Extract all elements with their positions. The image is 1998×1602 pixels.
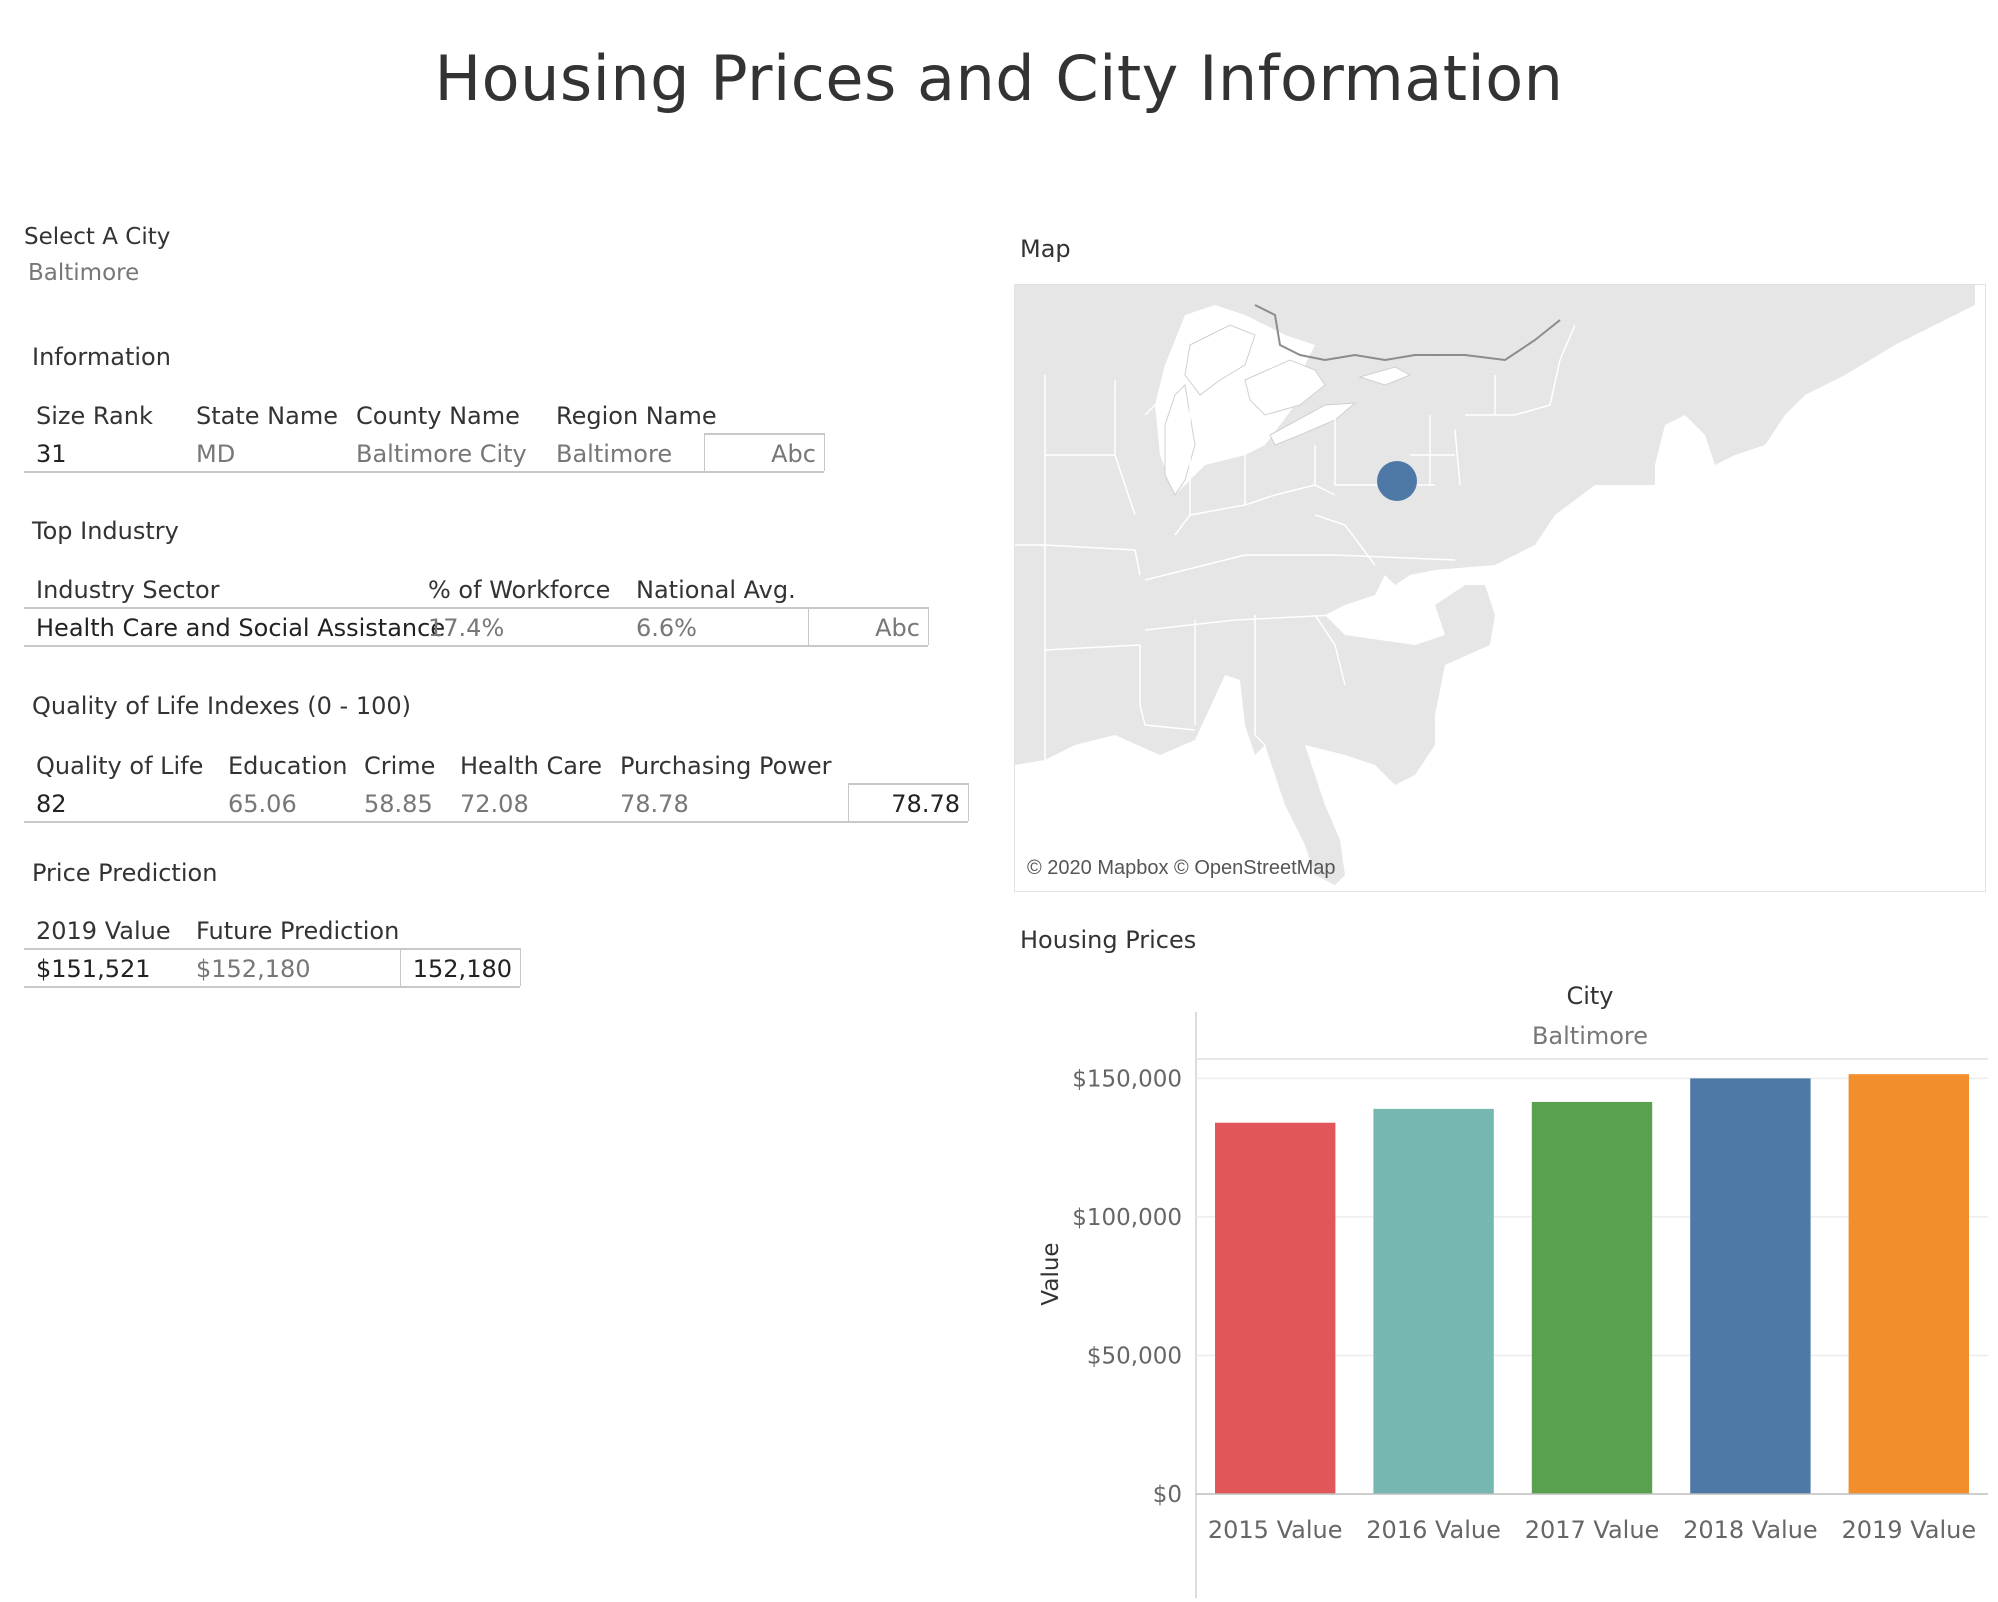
x-tick-label: 2015 Value [1208, 1516, 1343, 1544]
chart-y-ticks: $0 $50,000 $100,000 $150,000 [1072, 1066, 1182, 1508]
map-borders [1015, 324, 1576, 765]
chart-column-header: City [1566, 982, 1613, 1010]
cell-national-avg: 6.6% [636, 614, 697, 642]
information-title: Information [32, 343, 171, 371]
bar-2015-value[interactable] [1215, 1122, 1336, 1494]
page-title: Housing Prices and City Information [434, 42, 1564, 115]
cell-2019-value: $151,521 [36, 955, 151, 983]
chart-bars [1215, 1074, 1969, 1494]
prediction-title: Price Prediction [32, 859, 218, 887]
cell-quality-of-life: 82 [36, 790, 67, 818]
cell-percent-workforce: 17.4% [428, 614, 505, 642]
map-canvas[interactable] [1015, 285, 1985, 891]
map-attribution: © 2020 Mapbox © OpenStreetMap [1027, 857, 1336, 879]
cell-future-prediction: $152,180 [196, 955, 311, 983]
cell-purchasing-power: 78.78 [620, 790, 689, 818]
cell-size-rank: 31 [36, 440, 67, 468]
y-tick-label: $0 [1153, 1482, 1182, 1508]
map-lakes [1164, 324, 1412, 496]
header-2019-value: 2019 Value [36, 917, 171, 945]
x-tick-label: 2016 Value [1366, 1516, 1501, 1544]
header-quality-of-life: Quality of Life [36, 752, 204, 780]
city-filter-value[interactable]: Baltimore [28, 260, 140, 286]
header-national-avg: National Avg. [636, 576, 796, 604]
cell-county-name: Baltimore City [356, 440, 527, 468]
city-marker[interactable] [1377, 461, 1417, 501]
chart-column-value: Baltimore [1532, 1022, 1648, 1050]
header-crime: Crime [364, 752, 436, 780]
cell-state-name: MD [196, 440, 236, 468]
header-region-name: Region Name [556, 402, 717, 430]
map-view[interactable]: © 2020 Mapbox © OpenStreetMap [1014, 284, 1986, 892]
quality-title: Quality of Life Indexes (0 - 100) [32, 692, 411, 720]
x-tick-label: 2018 Value [1683, 1516, 1818, 1544]
cell-health-care: 72.08 [460, 790, 529, 818]
x-tick-label: 2019 Value [1841, 1516, 1976, 1544]
header-health-care: Health Care [460, 752, 603, 780]
bar-2016-value[interactable] [1373, 1108, 1494, 1494]
header-percent-workforce: % of Workforce [428, 576, 611, 604]
chart-y-axis-label: Value [1038, 1242, 1064, 1305]
map-country-border [1254, 304, 1561, 362]
chart-x-ticks: 2015 Value 2016 Value 2017 Value 2018 Value… [1208, 1516, 1976, 1544]
bar-2017-value[interactable] [1531, 1101, 1653, 1494]
header-state-name: State Name [196, 402, 338, 430]
cell-industry-sector: Health Care and Social Assistance [36, 614, 446, 642]
city-filter-label: Select A City [24, 224, 171, 250]
housing-prices-chart: City Baltimore Value $0 $50,000 $100,000 $1… [1000, 960, 1990, 1598]
y-tick-label: $50,000 [1087, 1343, 1182, 1369]
header-future-prediction: Future Prediction [196, 917, 400, 945]
cell-purchasing-power-measure: 78.78 [891, 790, 960, 818]
chart-title: Housing Prices [1020, 926, 1197, 954]
bar-2018-value[interactable] [1690, 1078, 1811, 1494]
header-purchasing-power: Purchasing Power [620, 752, 832, 780]
y-tick-label: $150,000 [1072, 1066, 1182, 1092]
bar-2019-value[interactable] [1848, 1074, 1969, 1494]
y-tick-label: $100,000 [1072, 1205, 1182, 1231]
chart-canvas: City Baltimore Value $0 $50,000 $100,000 $1… [1038, 982, 1988, 1598]
cell-crime: 58.85 [364, 790, 433, 818]
map-land [1015, 285, 1975, 885]
cell-industry-abc-placeholder: Abc [875, 614, 920, 642]
map-title: Map [1020, 235, 1071, 263]
header-education: Education [228, 752, 348, 780]
cell-future-prediction-measure: 152,180 [412, 955, 512, 983]
header-county-name: County Name [356, 402, 520, 430]
x-tick-label: 2017 Value [1525, 1516, 1660, 1544]
header-industry-sector: Industry Sector [36, 576, 220, 604]
header-size-rank: Size Rank [36, 402, 153, 430]
cell-region-name: Baltimore [556, 440, 673, 468]
cell-education: 65.06 [228, 790, 297, 818]
top-industry-title: Top Industry [32, 517, 179, 545]
cell-abc-placeholder: Abc [771, 440, 816, 468]
